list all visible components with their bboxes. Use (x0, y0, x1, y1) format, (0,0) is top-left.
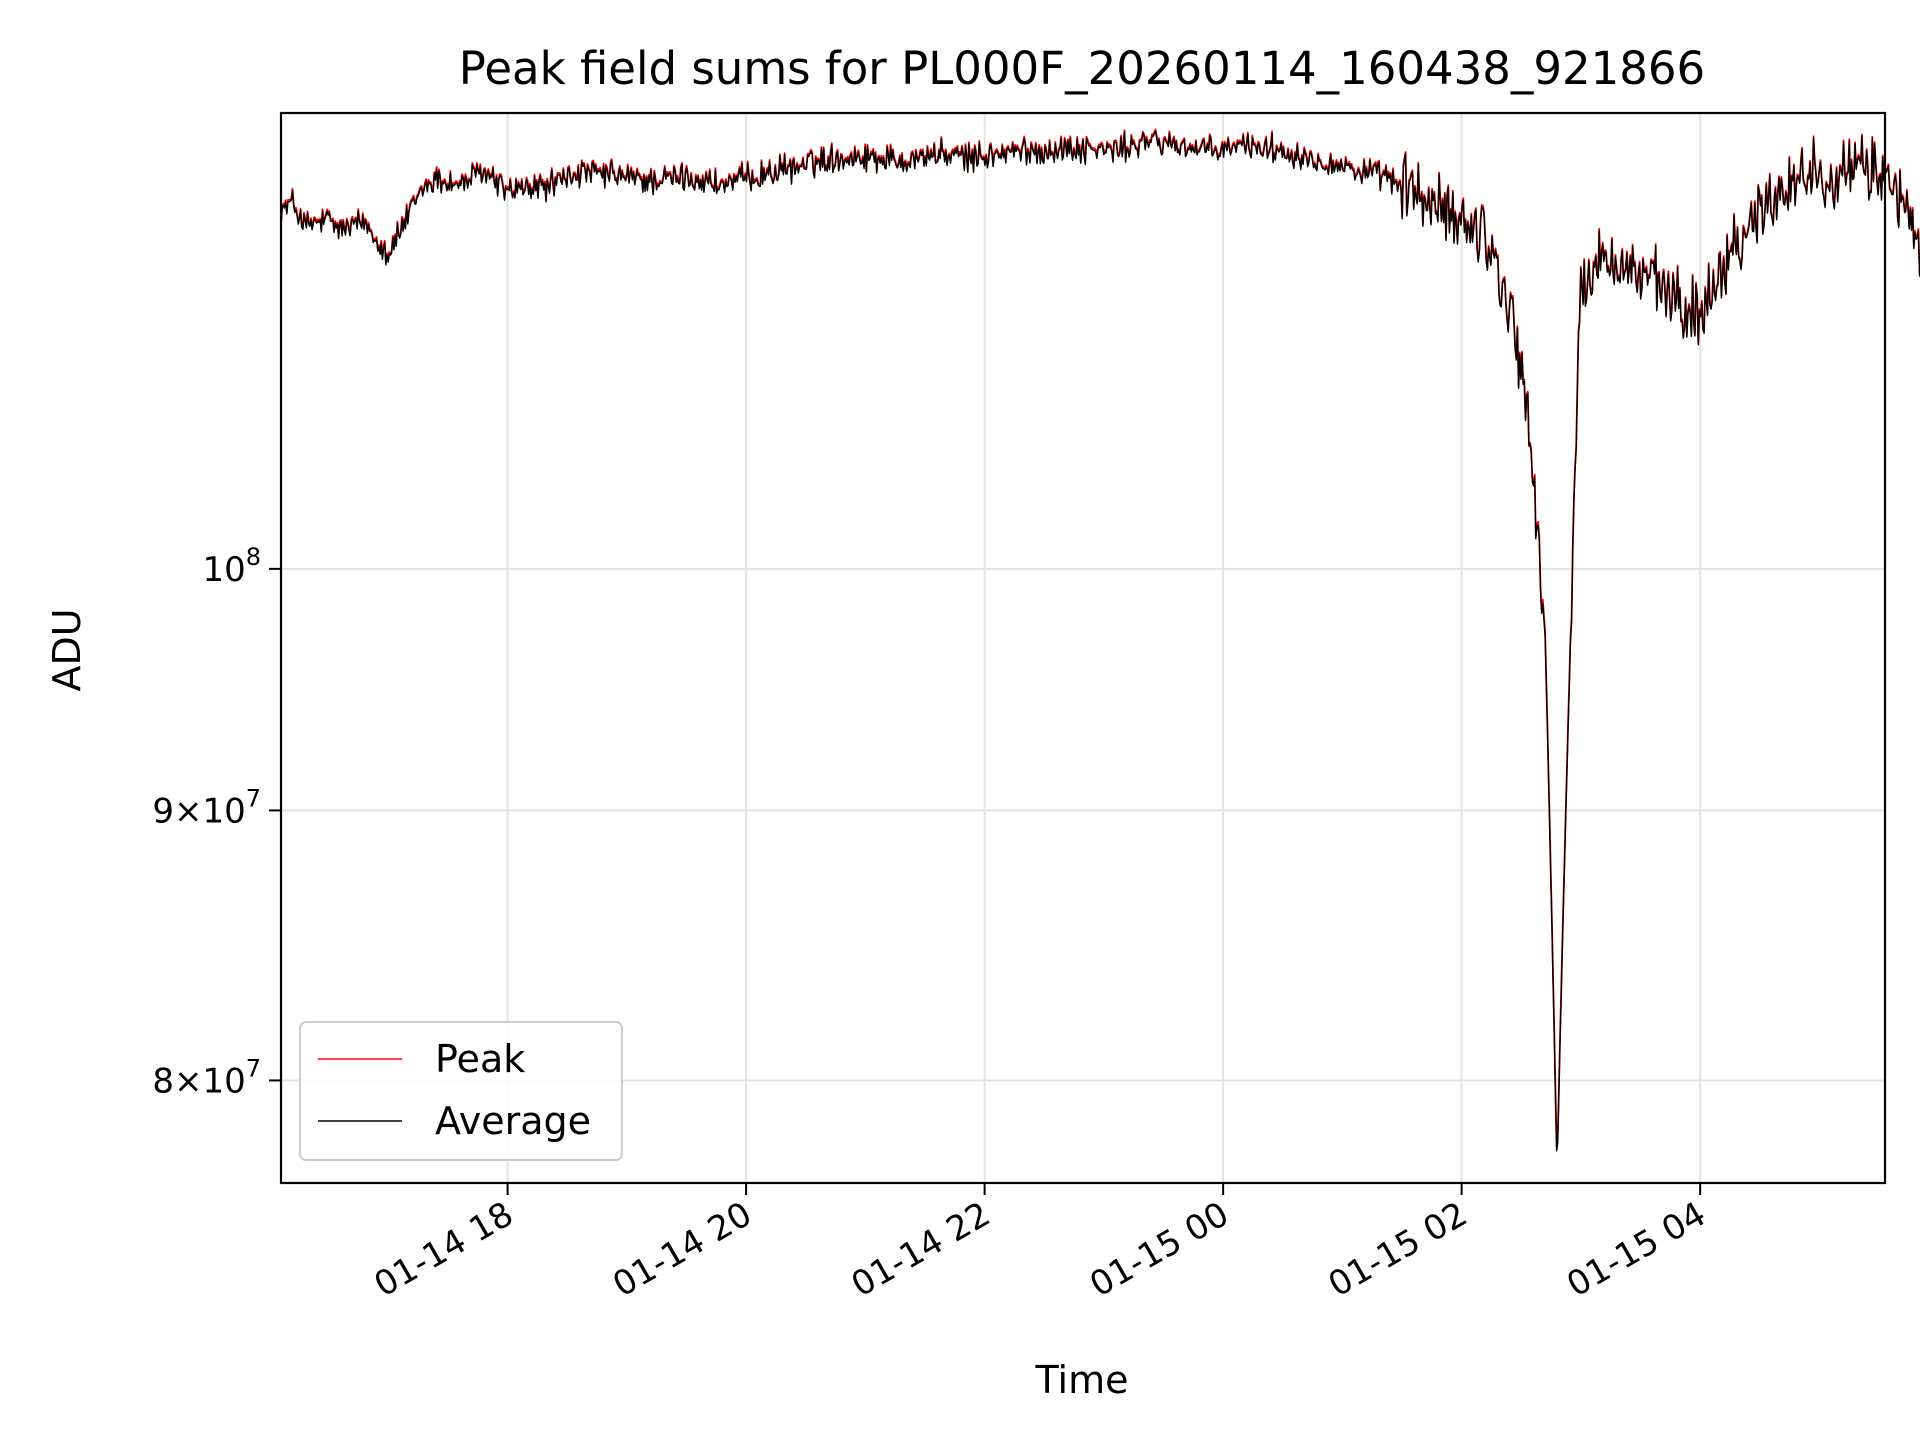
y-tick-label: 8×107 (152, 1054, 261, 1101)
y-tick-label: 9×107 (152, 784, 261, 831)
series-lines (280, 128, 1920, 1152)
x-axis-label: Time (1035, 1358, 1129, 1402)
y-tick-label-exponent: 7 (246, 1054, 261, 1082)
legend-average-label: Average (435, 1099, 591, 1143)
legend-peak-label: Peak (435, 1037, 525, 1081)
y-axis-label: ADU (45, 608, 89, 691)
y-tick-label-base: 8×10 (152, 1061, 245, 1101)
chart-title: Peak field sums for PL000F_20260114_1604… (459, 42, 1705, 95)
legend: Peak Average (299, 1021, 623, 1161)
y-tick-label-exponent: 7 (246, 784, 261, 812)
y-tick-label-base: 10 (202, 550, 245, 590)
plot-frame (279, 111, 1887, 1185)
y-tick-label-exponent: 8 (246, 543, 261, 571)
y-tick-label-base: 9×10 (152, 791, 245, 831)
average-series-line (280, 130, 1920, 1152)
legend-box (299, 1021, 623, 1161)
y-tick-label: 108 (202, 543, 261, 590)
